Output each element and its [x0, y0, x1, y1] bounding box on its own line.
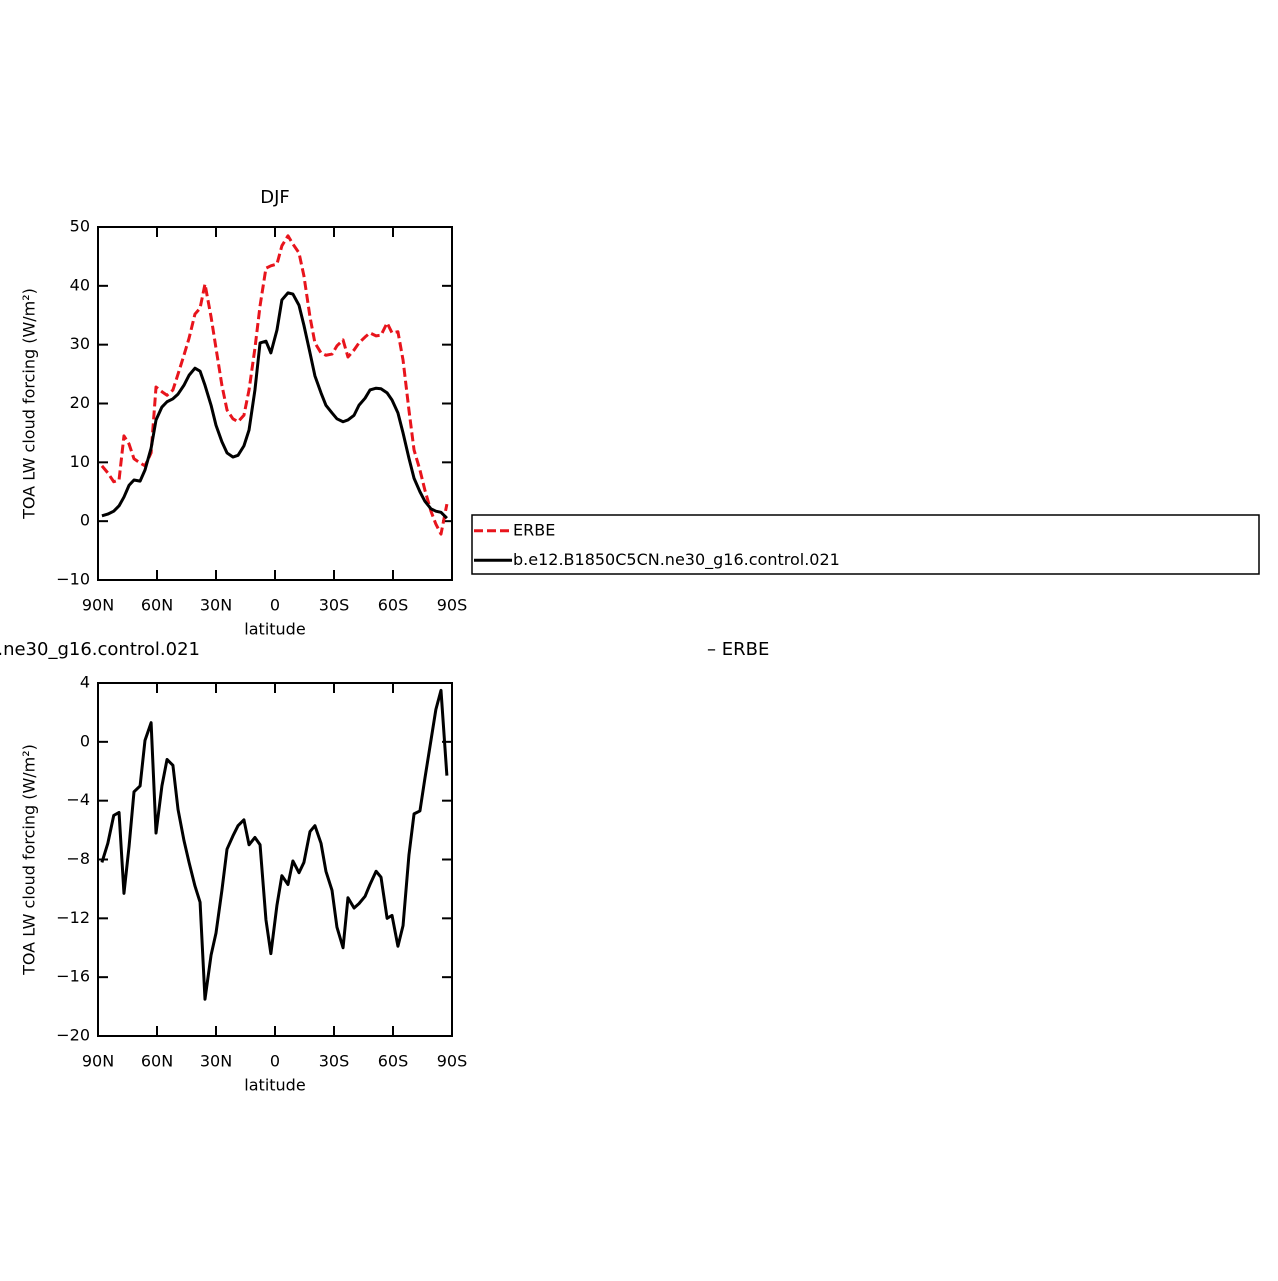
x-tick-label: 90N: [82, 596, 114, 615]
x-tick-label: 60N: [141, 1052, 173, 1071]
x-tick-label: 60N: [141, 596, 173, 615]
y-tick-label: 10: [70, 452, 90, 471]
x-tick-label: 90S: [437, 596, 468, 615]
y-tick-label: −10: [56, 570, 90, 589]
y-tick-label: 4: [80, 673, 90, 692]
x-axis-label: latitude: [244, 620, 305, 639]
y-tick-label: 30: [70, 334, 90, 353]
plot-frame: [97, 226, 453, 581]
x-tick-label: 90S: [437, 1052, 468, 1071]
data-line: [101, 291, 448, 520]
y-tick-label: 0: [80, 511, 90, 530]
y-tick-label: −16: [56, 967, 90, 986]
y-tick-label: −20: [56, 1026, 90, 1045]
y-tick-label: −12: [56, 908, 90, 927]
data-line: [100, 234, 449, 536]
x-tick-label: 30S: [319, 1052, 350, 1071]
y-tick-label: 20: [70, 393, 90, 412]
legend-box: [471, 514, 1260, 575]
chart-title-part: – ERBE: [707, 639, 769, 660]
x-tick-label: 0: [270, 1052, 280, 1071]
x-tick-label: 90N: [82, 1052, 114, 1071]
x-tick-label: 30N: [200, 596, 232, 615]
x-axis-label: latitude: [244, 1076, 305, 1095]
chart-title: b.e12.B1850C5CN.ne30_g16.control.021: [0, 639, 200, 660]
y-axis-label: TOA LW cloud forcing (W/m²): [20, 288, 39, 520]
chart-title: DJF: [260, 187, 290, 208]
legend-label: b.e12.B1850C5CN.ne30_g16.control.021: [513, 550, 840, 570]
y-tick-label: −4: [66, 790, 90, 809]
y-tick-label: 50: [70, 217, 90, 236]
x-tick-label: 60S: [378, 1052, 409, 1071]
y-tick-label: 0: [80, 731, 90, 750]
legend-label: ERBE: [513, 520, 555, 539]
x-tick-label: 30S: [319, 596, 350, 615]
data-line: [100, 688, 449, 1001]
y-axis-label: TOA LW cloud forcing (W/m²): [20, 744, 39, 976]
x-tick-label: 30N: [200, 1052, 232, 1071]
y-tick-label: −8: [66, 849, 90, 868]
x-tick-label: 0: [270, 596, 280, 615]
x-tick-label: 60S: [378, 596, 409, 615]
y-tick-label: 40: [70, 275, 90, 294]
